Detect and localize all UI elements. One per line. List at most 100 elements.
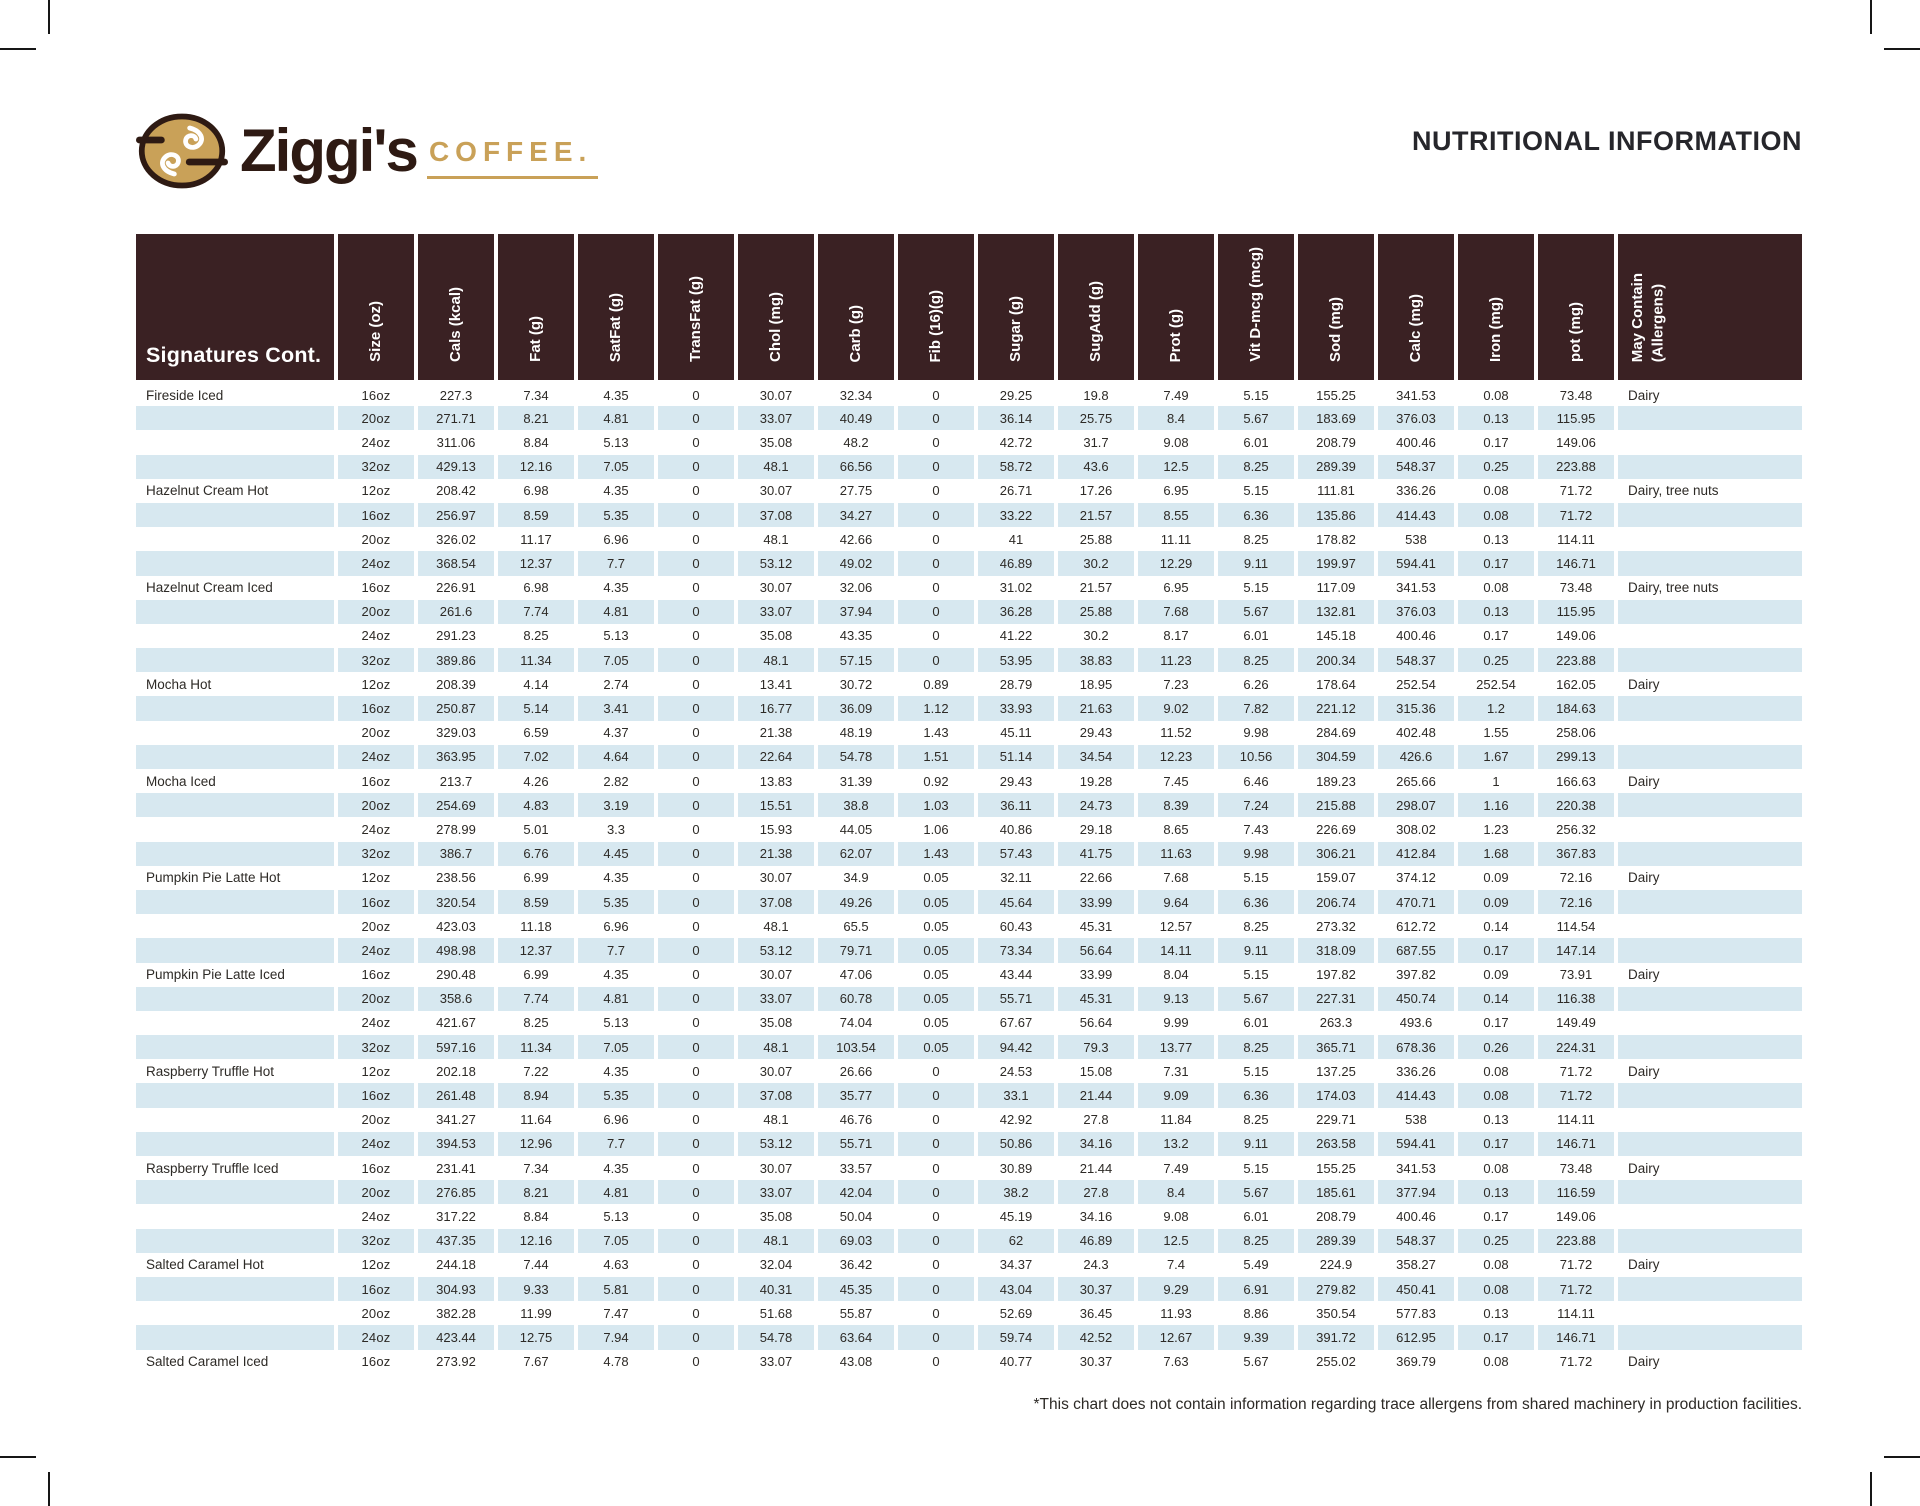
product-name-cell	[136, 721, 336, 745]
value-cell: 45.64	[974, 889, 1056, 915]
value-cell: 256.32	[1534, 817, 1616, 842]
crop-mark	[1870, 1472, 1872, 1506]
allergen-cell	[1614, 841, 1802, 866]
value-cell: 159.07	[1294, 865, 1376, 890]
value-cell: 0	[654, 1059, 736, 1084]
allergen-cell: Dairy	[1614, 769, 1802, 794]
value-cell: 250.87	[414, 696, 496, 721]
value-cell: 21.57	[1054, 575, 1136, 600]
value-cell: 5.15	[1214, 1059, 1296, 1084]
value-cell: 24.73	[1054, 793, 1136, 818]
value-cell: 208.39	[414, 672, 496, 697]
value-cell: 40.77	[974, 1349, 1056, 1374]
value-cell: 71.72	[1534, 1349, 1616, 1374]
value-cell: 149.49	[1534, 1010, 1616, 1036]
value-cell: 0.17	[1454, 1325, 1536, 1350]
value-cell: 5.81	[574, 1276, 656, 1302]
value-cell: 33.07	[734, 986, 816, 1011]
crop-mark	[48, 0, 50, 34]
size-cell: 16oz	[334, 575, 416, 600]
value-cell: 4.78	[574, 1349, 656, 1374]
value-cell: 0	[654, 914, 736, 939]
value-cell: 6.96	[574, 1107, 656, 1132]
table-row: 20oz 329.03 6.59 4.37 0 21.38 48.19 1.43 45.11 29…	[136, 720, 1802, 745]
value-cell: 59.74	[974, 1325, 1056, 1350]
value-cell: 27.8	[1054, 1180, 1136, 1205]
allergen-cell	[1614, 696, 1802, 721]
value-cell: 238.56	[414, 865, 496, 890]
value-cell: 48.19	[814, 720, 896, 745]
value-cell: 69.03	[814, 1228, 896, 1253]
value-cell: 8.59	[494, 889, 576, 915]
size-cell: 12oz	[334, 1252, 416, 1277]
value-cell: 5.67	[1214, 1180, 1296, 1205]
product-name-cell	[136, 648, 336, 672]
value-cell: 6.96	[574, 527, 656, 552]
value-cell: 32.04	[734, 1252, 816, 1277]
value-cell: 8.84	[494, 1204, 576, 1229]
corner-header-cell: Signatures Cont.	[136, 234, 336, 384]
column-header-label: SatFat (g)	[606, 292, 624, 362]
brand-word-coffee: COFFEE.	[426, 137, 599, 179]
value-cell: 0	[654, 1083, 736, 1108]
value-cell: 19.28	[1054, 769, 1136, 794]
value-cell: 33.93	[974, 696, 1056, 721]
value-cell: 450.74	[1374, 986, 1456, 1011]
value-cell: 30.07	[734, 575, 816, 600]
value-cell: 43.04	[974, 1276, 1056, 1302]
value-cell: 111.81	[1294, 478, 1376, 503]
value-cell: 24.53	[974, 1059, 1056, 1084]
value-cell: 0.05	[894, 962, 976, 987]
value-cell: 19.8	[1054, 382, 1136, 407]
value-cell: 206.74	[1294, 889, 1376, 915]
value-cell: 8.84	[494, 430, 576, 455]
value-cell: 38.83	[1054, 648, 1136, 673]
value-cell: 1.43	[894, 720, 976, 745]
value-cell: 74.04	[814, 1010, 896, 1036]
value-cell: 32.11	[974, 865, 1056, 890]
value-cell: 149.06	[1534, 623, 1616, 649]
value-cell: 252.54	[1454, 672, 1536, 697]
value-cell: 31.7	[1054, 430, 1136, 455]
table-row: 16oz 261.48 8.94 5.35 0 37.08 35.77 0 33.1 21.44 9…	[136, 1083, 1802, 1108]
value-cell: 32.06	[814, 575, 896, 600]
value-cell: 7.02	[494, 744, 576, 769]
value-cell: 40.86	[974, 817, 1056, 842]
product-name-cell	[136, 503, 336, 527]
value-cell: 15.51	[734, 793, 816, 818]
value-cell: 30.07	[734, 382, 816, 407]
allergen-cell	[1614, 1035, 1802, 1060]
value-cell: 12.37	[494, 938, 576, 963]
value-cell: 7.31	[1134, 1059, 1216, 1084]
value-cell: 49.02	[814, 551, 896, 576]
product-name-cell	[136, 890, 336, 914]
value-cell: 117.09	[1294, 575, 1376, 600]
product-name-cell: Hazelnut Cream Iced	[146, 580, 273, 596]
value-cell: 0.08	[1454, 1349, 1536, 1374]
product-name-cell: Hazelnut Cream Hot	[146, 483, 269, 499]
value-cell: 8.4	[1134, 406, 1216, 431]
value-cell: 1.16	[1454, 793, 1536, 818]
value-cell: 43.08	[814, 1349, 896, 1374]
size-cell: 20oz	[334, 599, 416, 624]
value-cell: 174.03	[1294, 1083, 1376, 1108]
value-cell: 308.02	[1374, 817, 1456, 842]
value-cell: 73.48	[1534, 382, 1616, 407]
value-cell: 43.6	[1054, 454, 1136, 479]
value-cell: 6.99	[494, 865, 576, 890]
value-cell: 4.45	[574, 841, 656, 866]
value-cell: 0	[894, 1325, 976, 1350]
brand-header: Ziggi's COFFEE.	[136, 112, 599, 190]
value-cell: 0	[894, 454, 976, 479]
value-cell: 367.83	[1534, 841, 1616, 866]
value-cell: 208.79	[1294, 430, 1376, 455]
value-cell: 137.25	[1294, 1059, 1376, 1084]
value-cell: 687.55	[1374, 938, 1456, 963]
value-cell: 0	[894, 406, 976, 431]
table-row: 24oz 317.22 8.84 5.13 0 35.08 50.04 0 45.19 34.16…	[136, 1204, 1802, 1229]
allergen-cell	[1614, 1107, 1802, 1132]
allergen-cell	[1614, 527, 1802, 552]
size-cell: 20oz	[334, 793, 416, 818]
product-name-cell	[136, 430, 336, 454]
value-cell: 7.34	[494, 382, 576, 407]
